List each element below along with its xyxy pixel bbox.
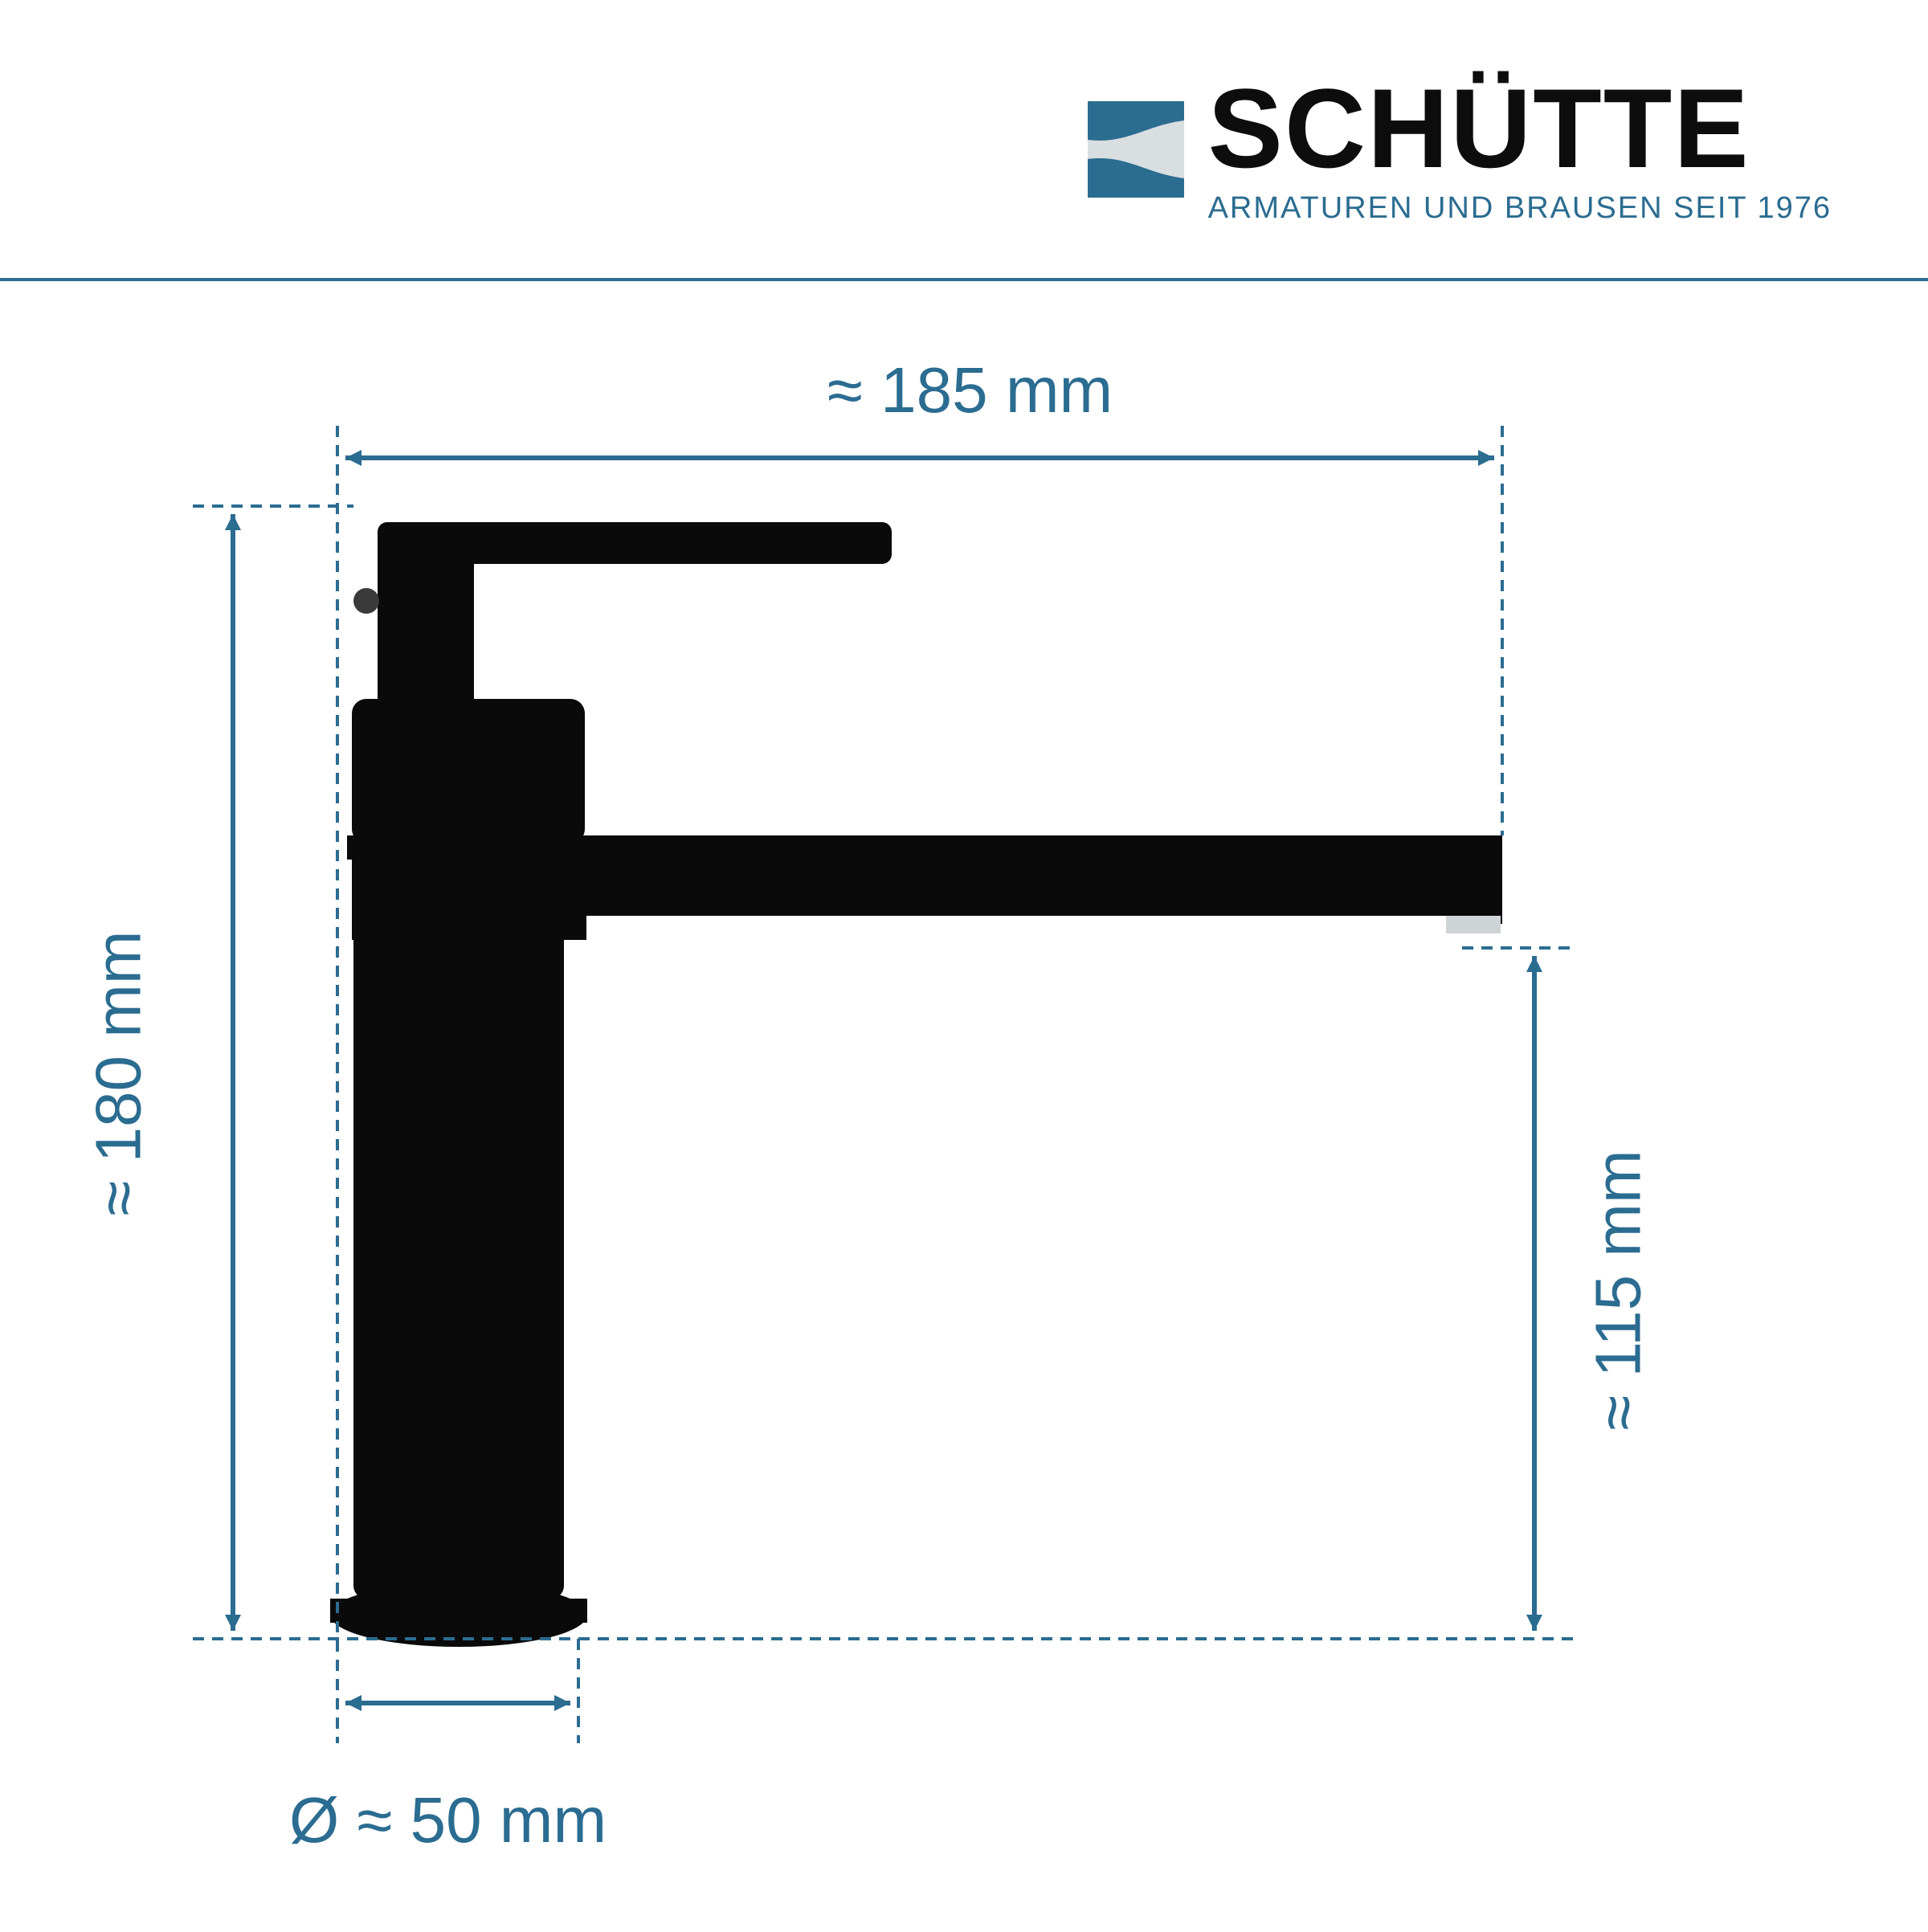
dim-width-label: ≈ 185 mm (827, 353, 1113, 427)
dim-spout-label: ≈ 115 mm (1582, 1150, 1656, 1430)
tap-silhouette (330, 522, 1502, 1647)
diagram-svg (0, 281, 1928, 1928)
brand-name: SCHÜTTE (1208, 72, 1750, 185)
brand-logo-icon (1088, 101, 1184, 198)
dimension-diagram: ≈ 185 mm ≈ 180 mm ≈ 115 mm Ø ≈ 50 mm (0, 281, 1928, 1928)
logo: SCHÜTTE ARMATUREN UND BRAUSEN SEIT 1976 (1088, 72, 1832, 226)
header: SCHÜTTE ARMATUREN UND BRAUSEN SEIT 1976 (0, 0, 1928, 273)
dim-height-label: ≈ 180 mm (82, 930, 156, 1215)
dim-base-label: Ø ≈ 50 mm (289, 1783, 607, 1857)
brand-tagline: ARMATUREN UND BRAUSEN SEIT 1976 (1208, 191, 1832, 226)
